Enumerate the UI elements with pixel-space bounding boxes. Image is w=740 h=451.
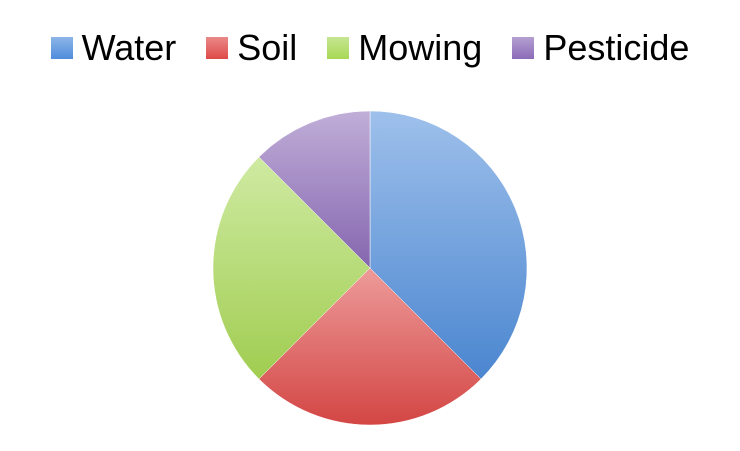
legend-item-water: Water — [50, 27, 177, 68]
pie-slice-pesticide — [258, 110, 371, 269]
legend-item-mowing: Mowing — [327, 30, 482, 66]
legend-label-water: Water — [81, 27, 177, 68]
legend-swatch-mowing — [327, 37, 350, 59]
legend-swatch-pesticide — [512, 37, 535, 59]
pie-slice-mowing — [212, 156, 371, 380]
pie-slice-soil — [258, 267, 482, 426]
pie-slice-water — [369, 110, 528, 380]
legend-label-pesticide: Pesticide — [543, 27, 690, 68]
pie-slices — [212, 110, 528, 426]
legend-item-soil: Soil — [206, 30, 297, 66]
legend-swatch-water — [50, 37, 73, 59]
legend-item-pesticide: Pesticide — [512, 30, 689, 66]
legend-label-soil: Soil — [237, 27, 298, 68]
legend-label-mowing: Mowing — [358, 27, 483, 68]
legend-swatch-soil — [206, 37, 229, 59]
chart-legend: Water Soil Mowing Pesticide — [0, 30, 740, 66]
